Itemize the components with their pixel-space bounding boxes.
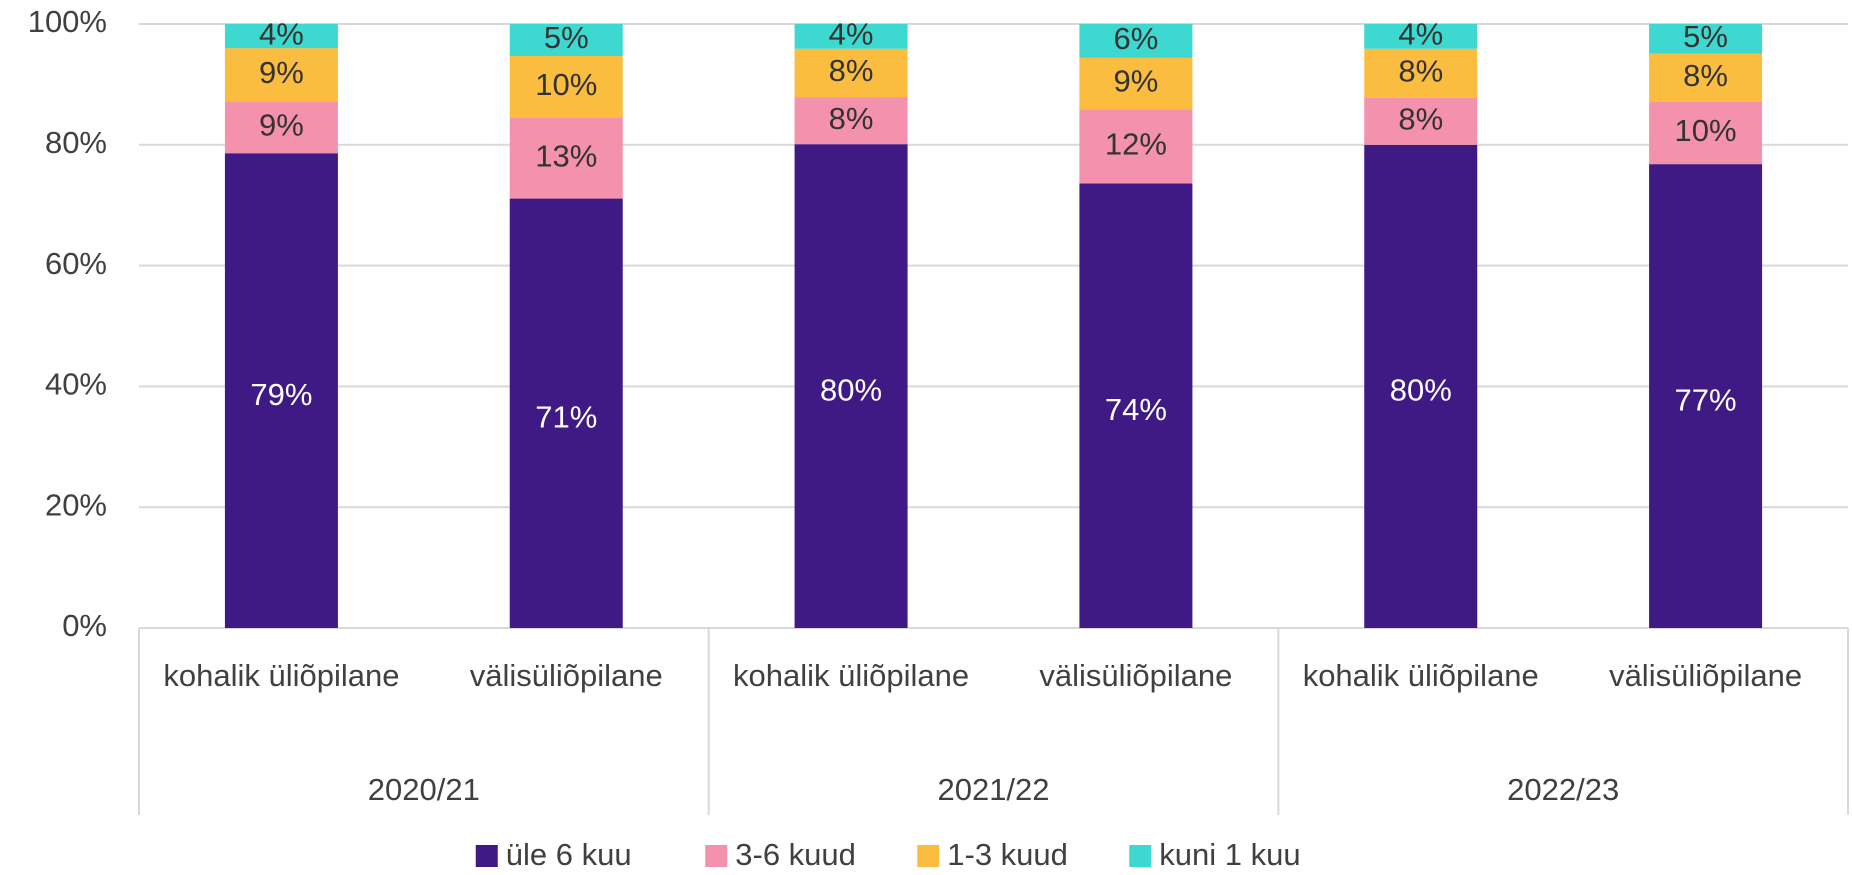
bar-segment xyxy=(1649,164,1763,629)
data-label: 9% xyxy=(259,55,304,90)
data-label: 12% xyxy=(1105,126,1167,161)
data-label: 80% xyxy=(820,372,882,407)
legend-swatch xyxy=(475,845,498,867)
legend-swatch xyxy=(1129,845,1152,867)
data-label: 13% xyxy=(535,138,597,173)
legend-label: 3-6 kuud xyxy=(735,837,856,872)
bar-segment xyxy=(794,24,908,49)
data-label: 10% xyxy=(535,67,597,102)
data-label: 9% xyxy=(259,107,304,142)
data-label: 6% xyxy=(1114,21,1159,56)
legend-swatch xyxy=(705,845,728,867)
legend-label: üle 6 kuu xyxy=(506,837,632,872)
bar-segment xyxy=(1364,24,1478,49)
data-label: 9% xyxy=(1114,64,1159,99)
bar-segment xyxy=(1079,24,1193,58)
y-tick-label: 0% xyxy=(62,608,107,643)
data-label: 8% xyxy=(1398,101,1443,136)
data-label: 8% xyxy=(829,53,874,88)
group-label: 2020/21 xyxy=(368,772,480,807)
bar-segment xyxy=(1649,53,1763,102)
bar-segment xyxy=(1649,101,1763,165)
bar-segment xyxy=(794,97,908,145)
data-label: 8% xyxy=(829,101,874,136)
bar-segment xyxy=(1649,24,1763,54)
data-label: 8% xyxy=(1398,53,1443,88)
bar-segment xyxy=(1364,97,1478,145)
x-tick-label: välisüliõpilane xyxy=(1609,658,1803,693)
bar-segment xyxy=(1079,109,1193,184)
bar-segment xyxy=(224,153,338,629)
x-tick-label: välisüliõpilane xyxy=(1039,658,1233,693)
data-label: 77% xyxy=(1675,382,1737,417)
data-label: 4% xyxy=(829,17,874,52)
data-label: 5% xyxy=(544,20,589,55)
bar-segment xyxy=(1079,183,1193,628)
data-label: 8% xyxy=(1683,58,1728,93)
bar-segment xyxy=(224,48,338,102)
x-tick-label: kohalik üliõpilane xyxy=(733,658,970,693)
group-label: 2021/22 xyxy=(937,772,1049,807)
bar-segment xyxy=(1364,144,1478,629)
bar-segment xyxy=(224,101,338,154)
x-tick-label: välisüliõpilane xyxy=(469,658,663,693)
legend-label: kuni 1 kuu xyxy=(1159,837,1300,872)
legend-swatch xyxy=(917,845,940,867)
y-tick-label: 100% xyxy=(28,4,107,39)
bar-segment xyxy=(509,198,623,628)
bar-segment xyxy=(509,56,623,118)
y-tick-label: 20% xyxy=(45,487,107,522)
data-label: 4% xyxy=(1398,17,1443,52)
y-tick-label: 40% xyxy=(45,367,107,402)
bar-segment xyxy=(794,144,908,629)
data-label: 10% xyxy=(1675,113,1737,148)
data-label: 71% xyxy=(535,399,597,434)
legend-label: 1-3 kuud xyxy=(947,837,1068,872)
x-tick-label: kohalik üliõpilane xyxy=(1302,658,1539,693)
bar-segment xyxy=(794,48,908,98)
bar-segment xyxy=(509,24,623,57)
bar-segment xyxy=(509,117,623,199)
y-tick-label: 60% xyxy=(45,246,107,281)
bar-segment xyxy=(224,24,338,49)
y-tick-label: 80% xyxy=(45,125,107,160)
bar-segment xyxy=(1364,48,1478,98)
data-label: 5% xyxy=(1683,19,1728,54)
data-label: 79% xyxy=(250,377,312,412)
data-label: 74% xyxy=(1105,392,1167,427)
bar-segment xyxy=(1079,57,1193,110)
x-tick-label: kohalik üliõpilane xyxy=(163,658,400,693)
group-label: 2022/23 xyxy=(1507,772,1619,807)
data-label: 4% xyxy=(259,16,304,51)
data-label: 80% xyxy=(1390,373,1452,408)
